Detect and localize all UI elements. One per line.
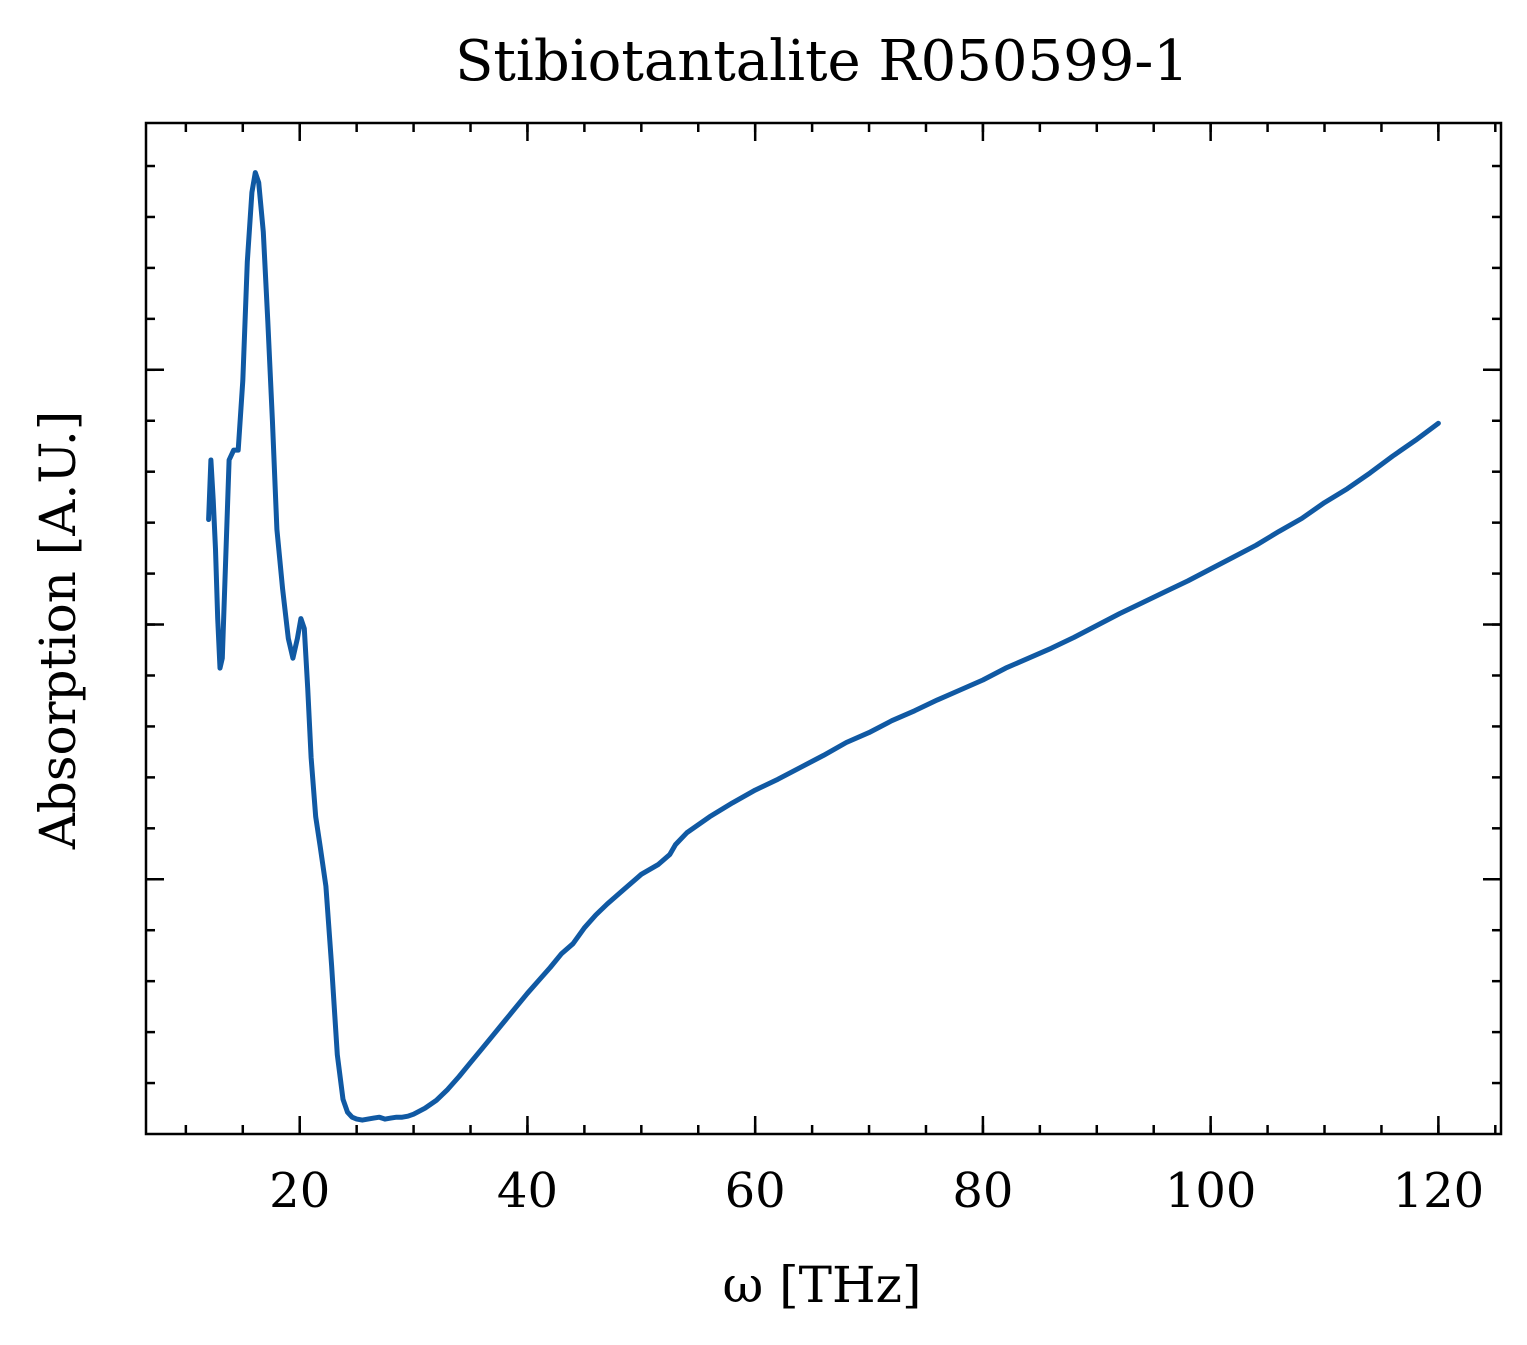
x-tick-label: 80 [952,1163,1013,1219]
chart-title: Stibiotantalite R050599-1 [455,29,1189,94]
x-axis-label: ω [THz] [723,1256,922,1314]
axis-ticks [146,123,1501,1134]
x-tick-label: 100 [1165,1163,1257,1219]
x-tick-label: 60 [725,1163,786,1219]
series-line [206,170,1441,1123]
x-tick-label: 120 [1393,1163,1485,1219]
plot-frame [144,121,1503,1136]
x-tick-labels: 20 40 60 80 100 120 [269,1163,1484,1219]
y-axis-label: Absorption [A.U.] [29,411,87,851]
x-tick-label: 20 [269,1163,330,1219]
x-tick-label: 40 [497,1163,558,1219]
